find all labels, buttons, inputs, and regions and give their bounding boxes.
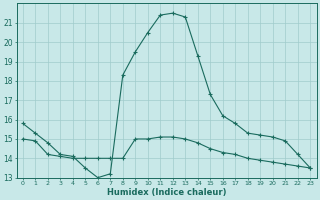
X-axis label: Humidex (Indice chaleur): Humidex (Indice chaleur) [107,188,226,197]
